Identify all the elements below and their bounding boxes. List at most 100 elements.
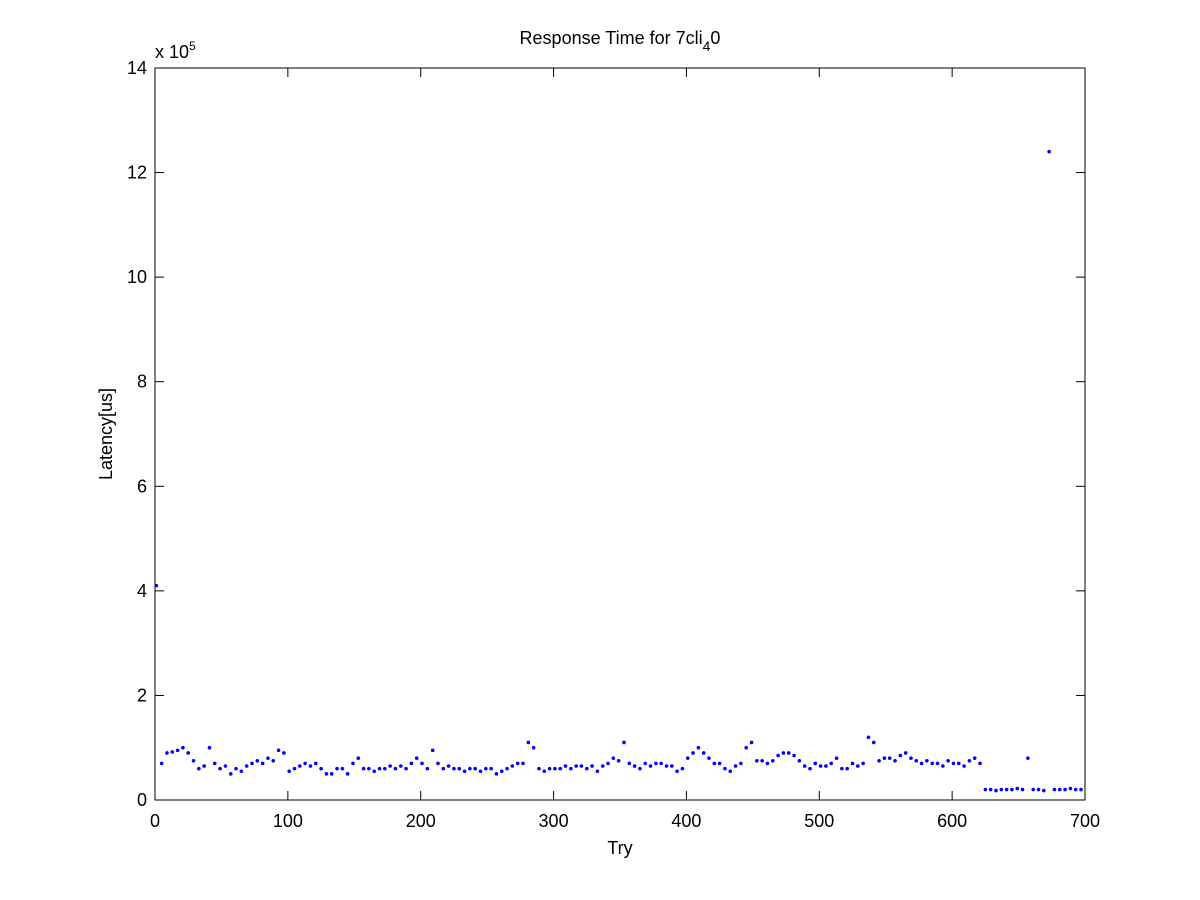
data-point: [468, 766, 472, 771]
data-point: [898, 753, 903, 758]
data-point: [600, 764, 605, 768]
data-point: [606, 761, 610, 766]
data-point: [414, 756, 419, 760]
data-point: [218, 766, 222, 771]
data-point: [436, 761, 440, 766]
data-point: [510, 764, 515, 768]
data-point: [627, 761, 632, 766]
data-point: [723, 766, 727, 771]
data-point: [372, 769, 377, 774]
data-point: [191, 758, 196, 763]
data-point: [255, 758, 260, 763]
data-point: [361, 766, 366, 771]
data-point: [622, 740, 626, 745]
x-tick-label: 300: [539, 811, 569, 831]
data-point: [478, 769, 483, 774]
data-point: [542, 769, 547, 774]
data-point: [526, 740, 531, 745]
title-sub: 4: [703, 38, 711, 54]
data-point: [739, 761, 743, 766]
y-tick-label: 8: [137, 372, 147, 392]
data-point: [887, 756, 892, 760]
data-point: [749, 740, 754, 745]
data-point: [393, 766, 398, 771]
data-point: [398, 764, 403, 768]
data-point: [701, 751, 706, 755]
y-tick-label: 6: [137, 476, 147, 496]
y-tick-label: 2: [137, 685, 147, 705]
x-tick-label: 400: [671, 811, 701, 831]
data-point: [170, 750, 175, 754]
data-point: [446, 764, 451, 768]
data-point: [239, 769, 244, 774]
data-point: [574, 764, 578, 768]
data-point: [978, 761, 982, 766]
data-point: [579, 764, 584, 768]
data-point: [1079, 787, 1083, 792]
data-point: [584, 766, 589, 771]
data-point: [1042, 788, 1046, 793]
data-point: [845, 766, 849, 771]
data-point: [388, 764, 392, 768]
data-point: [324, 772, 329, 776]
data-point: [1073, 787, 1078, 792]
data-point: [234, 766, 238, 771]
data-point: [276, 748, 281, 753]
data-point: [871, 740, 876, 745]
data-point: [569, 766, 573, 771]
x-tick-label: 100: [273, 811, 303, 831]
data-point: [244, 764, 249, 768]
data-point: [367, 766, 371, 771]
data-point: [824, 764, 828, 768]
data-point: [781, 751, 786, 755]
data-point: [175, 748, 180, 753]
data-point: [685, 756, 690, 760]
data-point: [1026, 756, 1030, 760]
data-point: [452, 766, 456, 771]
data-point: [165, 751, 169, 755]
data-point: [181, 745, 185, 750]
data-point: [765, 761, 770, 766]
data-point: [250, 761, 254, 766]
x-tick-label: 500: [804, 811, 834, 831]
data-point: [664, 764, 669, 768]
data-point: [537, 766, 541, 771]
data-point: [941, 764, 945, 768]
data-point: [1010, 787, 1014, 792]
data-point: [792, 753, 796, 758]
data-point: [808, 766, 812, 771]
data-point: [266, 756, 270, 760]
data-point: [420, 761, 424, 766]
data-point: [430, 748, 435, 753]
data-point: [946, 758, 950, 763]
chart-title: Response Time for 7cli40: [520, 28, 721, 54]
data-point: [919, 761, 924, 766]
data-point: [728, 769, 733, 774]
data-point: [999, 787, 1004, 792]
data-point: [877, 758, 881, 763]
data-point: [994, 788, 998, 793]
data-point: [903, 751, 908, 755]
data-point: [680, 766, 685, 771]
y-tick-label: 0: [137, 790, 147, 810]
data-point: [505, 766, 509, 771]
data-point: [654, 761, 658, 766]
data-point: [186, 751, 191, 755]
data-point: [1004, 787, 1009, 792]
y-tick-label: 10: [127, 267, 147, 287]
data-point: [377, 766, 382, 771]
data-point: [159, 761, 164, 766]
data-point: [659, 761, 663, 766]
data-point: [340, 766, 345, 771]
data-point: [786, 751, 791, 755]
data-point: [861, 761, 865, 766]
data-point: [345, 772, 350, 776]
data-point: [356, 756, 361, 760]
x-tick-label: 600: [937, 811, 967, 831]
data-point: [643, 761, 648, 766]
data-point: [744, 745, 749, 750]
data-point: [925, 758, 929, 763]
data-point: [212, 761, 217, 766]
multiplier-base: x 10: [155, 42, 189, 62]
y-tick-label: 14: [127, 58, 147, 78]
